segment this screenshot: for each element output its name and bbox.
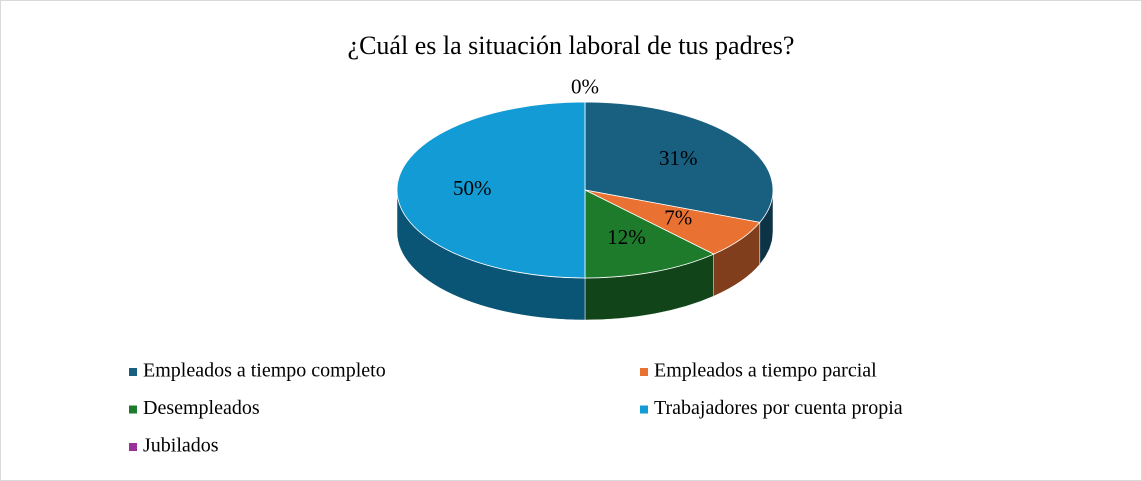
pie-slice: [584, 101, 774, 223]
data-label: 12%: [607, 225, 646, 249]
legend-swatch: [129, 443, 137, 451]
legend-label: Jubilados: [143, 435, 219, 457]
legend-label: Desempleados: [143, 397, 260, 419]
chart-title: ¿Cuál es la situación laboral de tus pad…: [348, 31, 795, 60]
data-label: 0%: [571, 75, 599, 99]
data-label: 50%: [453, 176, 492, 200]
legend-label: Trabajadores por cuenta propia: [654, 397, 903, 419]
legend-label: Empleados a tiempo parcial: [654, 360, 877, 382]
legend-swatch: [129, 368, 137, 376]
legend-swatch: [640, 368, 648, 376]
pie-slice: [396, 101, 586, 279]
data-label: 31%: [659, 146, 698, 170]
data-label: 7%: [664, 205, 692, 229]
legend-label: Empleados a tiempo completo: [143, 360, 386, 382]
pie-slice: [584, 189, 715, 279]
legend-swatch: [129, 405, 137, 414]
legend-swatch: [640, 405, 648, 414]
